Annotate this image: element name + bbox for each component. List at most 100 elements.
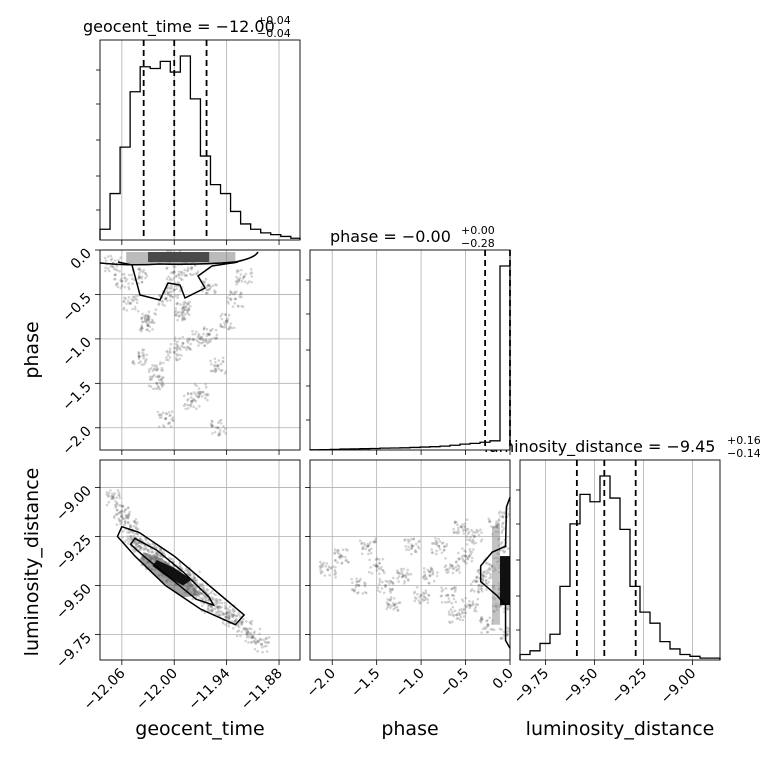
panel-geocent-time-vs-phase-cloud: [147, 319, 150, 322]
panel-geocent-time-vs-luminosity-distance-cloud: [224, 623, 227, 627]
panel-geocent-time-vs-phase-cloud: [211, 424, 215, 428]
panel-phase-vs-luminosity-distance-cloud: [346, 560, 350, 564]
panel-phase-vs-luminosity-distance-cloud: [472, 548, 475, 551]
panel-phase-vs-luminosity-distance-cloud: [463, 525, 467, 529]
panel-phase-vs-luminosity-distance-point-17: [437, 544, 441, 548]
panel-geocent-time-vs-phase-cloud: [233, 290, 237, 294]
panel-geocent-time-vs-phase-cloud: [189, 403, 193, 406]
panel-phase-vs-luminosity-distance-cloud: [386, 597, 389, 601]
panel-geocent-time-vs-phase-cloud: [155, 364, 158, 367]
panel-phase-vs-luminosity-distance-cloud: [457, 565, 461, 568]
panel-geocent-time-vs-phase-cloud: [189, 404, 193, 408]
panel-phase-vs-luminosity-distance-cloud: [440, 589, 444, 593]
panel-geocent-time-vs-phase-cloud: [202, 327, 206, 331]
panel-geocent-time-vs-phase-cloud: [183, 308, 186, 311]
panel-phase-vs-luminosity-distance-cloud: [480, 631, 483, 634]
panel-geocent-time-vs-phase-cloud: [130, 273, 134, 277]
panel-geocent-time-vs-phase-cloud: [150, 367, 153, 370]
panel-geocent-time-vs-phase-cloud: [197, 393, 201, 397]
panel-geocent-time-vs-phase-cloud: [177, 353, 181, 357]
panel-geocent-time-vs-phase-cloud: [178, 337, 181, 340]
panel-phase-vs-luminosity-distance-cloud: [412, 537, 416, 540]
panel-phase-vs-luminosity-distance-cloud: [393, 606, 397, 609]
panel-phase-vs-luminosity-distance-cloud: [473, 607, 477, 610]
panel-geocent-time-vs-phase-cloud: [195, 339, 199, 343]
panel-phase-vs-luminosity-distance-cloud: [501, 521, 505, 525]
panel-geocent-time-vs-luminosity-distance-cloud: [205, 588, 209, 591]
panel-phase-vs-luminosity-distance-cloud: [397, 575, 401, 578]
panel-phase-vs-luminosity-distance-cloud: [344, 555, 347, 559]
xtick-label-geocent-time-2: −11.94: [186, 665, 234, 713]
panel-geocent-time-vs-luminosity-distance-point-16: [251, 635, 255, 638]
panel-geocent-time-vs-phase-cloud: [247, 280, 251, 283]
panel-geocent-time-vs-phase-cloud: [150, 377, 154, 381]
panel-phase-vs-luminosity-distance-cloud: [468, 547, 472, 551]
panel-phase-vs-luminosity-distance-cloud: [391, 582, 395, 585]
panel-phase-vs-luminosity-distance-cloud: [427, 593, 431, 597]
panel-phase-vs-luminosity-distance-cloud: [472, 539, 475, 543]
panel-geocent-time-vs-phase-cloud: [122, 272, 126, 276]
panel-geocent-time-vs-phase-point-18: [181, 341, 185, 345]
panel-geocent-time-vs-phase-cloud: [148, 375, 152, 379]
ytick-label-phase-1: −1.5: [59, 379, 94, 414]
panel-phase-vs-luminosity-distance-cloud: [378, 561, 381, 565]
panel-phase-vs-luminosity-distance-cloud: [457, 557, 460, 560]
panel-geocent-time-vs-phase-cloud: [158, 294, 161, 297]
panel-phase-vs-luminosity-distance-cloud: [449, 613, 453, 616]
panel-geocent-time-vs-phase-cloud: [158, 387, 162, 391]
panel-phase-vs-luminosity-distance-cloud: [454, 588, 457, 591]
panel-phase-vs-luminosity-distance-cloud: [480, 618, 484, 621]
panel-geocent-time-vs-phase-cloud: [127, 273, 131, 277]
panel-geocent-time-vs-luminosity-distance-cloud: [134, 526, 138, 530]
panel-phase-vs-luminosity-distance-cloud: [388, 582, 391, 585]
panel-phase-vs-luminosity-distance-cloud: [464, 596, 468, 600]
panel-geocent-time-vs-phase-cloud: [140, 280, 144, 284]
panel-geocent-time-vs-luminosity-distance-cloud: [260, 645, 264, 649]
panel-geocent-time-vs-luminosity-distance-cloud: [126, 520, 130, 524]
panel-phase-vs-luminosity-distance-cloud: [369, 566, 373, 569]
panel-geocent-time-vs-phase-cloud: [175, 302, 179, 306]
panel-geocent-time-vs-phase-cloud: [205, 327, 209, 331]
panel-geocent-time-vs-phase-cloud: [137, 357, 141, 361]
panel-geocent-time-vs-phase-cloud: [214, 328, 218, 332]
panel-geocent-time-vs-phase-cloud: [226, 327, 230, 331]
panel-phase-vs-luminosity-distance-cloud: [415, 550, 418, 554]
ytick-label-phase-2: −1.0: [59, 334, 94, 369]
panel-phase-vs-luminosity-distance-point-25: [384, 584, 387, 587]
panel-phase-vs-luminosity-distance-cloud: [456, 528, 460, 532]
panel-phase-vs-luminosity-distance-cloud: [370, 572, 374, 575]
panel-geocent-time-vs-luminosity-distance-cloud: [203, 594, 207, 598]
panel-phase-vs-luminosity-distance-cloud: [378, 583, 381, 586]
panel-geocent-time-vs-phase-cloud: [182, 404, 186, 408]
panel-geocent-time-vs-phase-cloud: [206, 341, 209, 345]
panel-phase-vs-luminosity-distance-cloud: [396, 571, 400, 574]
panel-geocent-time-vs-phase-cloud: [197, 395, 201, 398]
panel-geocent-time-vs-phase-cloud: [116, 282, 119, 285]
panel-geocent-time-vs-phase-cloud: [113, 277, 117, 281]
panel-geocent-time-vs-luminosity-distance-cloud: [210, 605, 214, 608]
panel-phase-vs-luminosity-distance-cloud: [395, 602, 398, 605]
panel-geocent-time-vs-luminosity-distance-cloud: [167, 556, 171, 560]
panel-geocent-time-vs-phase-cloud: [123, 285, 127, 289]
panel-geocent-time-vs-phase-cloud: [175, 349, 178, 352]
panel-phase-vs-luminosity-distance-cloud: [477, 589, 480, 593]
panel-geocent-time-vs-luminosity-distance-cloud: [126, 537, 130, 541]
panel-geocent-time-vs-phase-cloud: [157, 385, 161, 389]
panel-geocent-time-vs-phase-point-17: [164, 417, 167, 421]
panel-geocent-time-vs-phase-cloud: [147, 370, 151, 373]
panel-geocent-time-vs-luminosity-distance-cloud: [188, 570, 191, 574]
panel-geocent-time-vs-luminosity-distance-cloud: [132, 541, 136, 545]
panel-geocent-time-vs-luminosity-distance-cloud: [134, 542, 138, 545]
panel-geocent-time-vs-phase-cloud: [220, 312, 224, 316]
panel-phase-vs-luminosity-distance-cloud: [327, 565, 331, 569]
panel-phase-vs-luminosity-distance-cloud: [399, 567, 403, 571]
panel-phase-vs-luminosity-distance-cloud: [500, 531, 504, 535]
panel-geocent-time-vs-phase-cloud: [223, 323, 227, 327]
panel-geocent-time-vs-luminosity-distance-cloud: [201, 584, 204, 588]
panel-phase-vs-luminosity-distance-cloud: [464, 605, 468, 608]
panel-phase-vs-luminosity-distance-cloud: [444, 564, 448, 567]
panel-geocent-time-vs-phase-cloud: [243, 280, 247, 284]
panel-phase-vs-luminosity-distance-cloud: [351, 581, 354, 585]
panel-geocent-time-vs-phase-cloud: [175, 275, 178, 278]
panel-geocent-time-vs-phase-cloud: [165, 349, 169, 353]
